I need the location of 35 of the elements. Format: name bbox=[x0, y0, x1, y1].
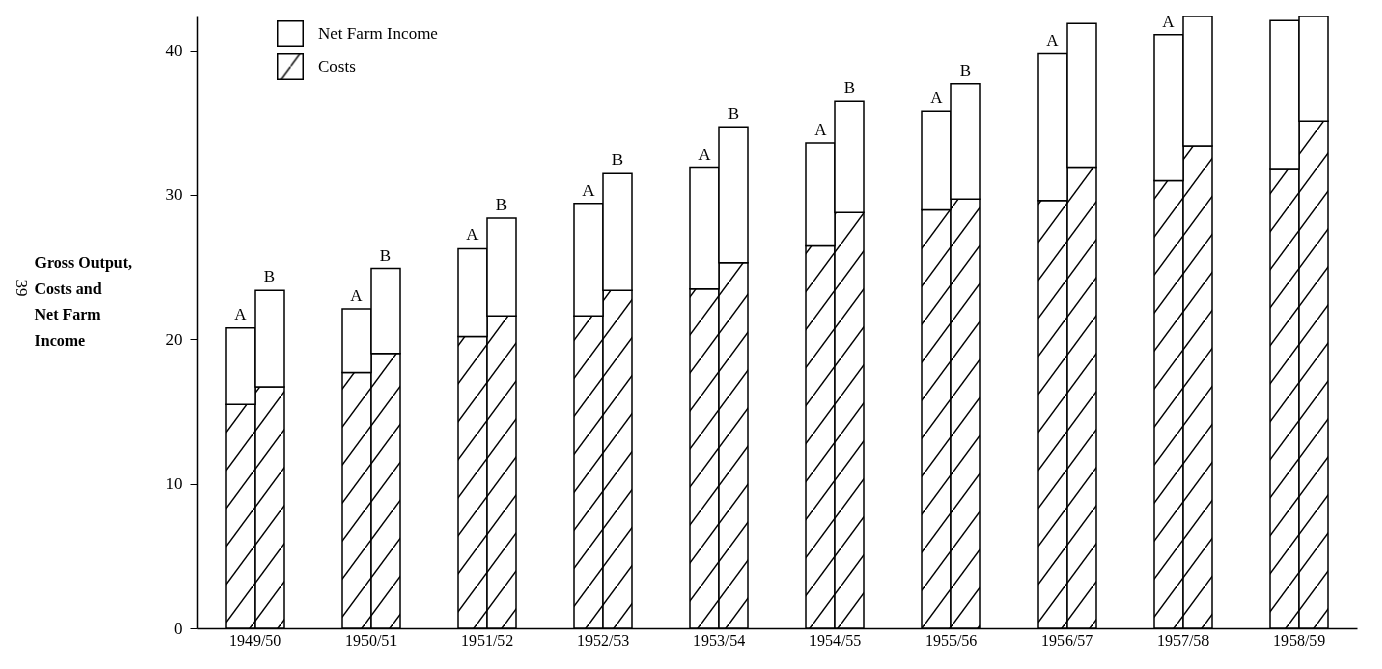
x-tick-label: 1955/56 bbox=[924, 631, 978, 649]
data-label: A bbox=[582, 180, 596, 200]
y-tick-label: 30 bbox=[165, 185, 183, 205]
data-label: A bbox=[698, 144, 712, 164]
data-label: A bbox=[466, 225, 480, 245]
x-tick-label: 1950/51 bbox=[344, 631, 398, 649]
data-label: B bbox=[263, 267, 276, 287]
data-label: A bbox=[814, 120, 828, 140]
y-tick-label: 0 bbox=[174, 618, 183, 638]
data-label: B bbox=[495, 195, 508, 215]
x-tick-label: 1949/50 bbox=[228, 631, 282, 649]
x-tick-label: 1958/59 bbox=[1272, 631, 1326, 649]
data-label: B bbox=[843, 78, 856, 98]
text: 39 bbox=[10, 279, 31, 297]
data-label: A bbox=[234, 304, 248, 324]
y-axis-title: Gross Output, Costs and Net Farm Income bbox=[34, 253, 133, 349]
x-tick-label: 1954/55 bbox=[808, 631, 862, 649]
data-label: B bbox=[379, 245, 392, 265]
y-tick-label: 40 bbox=[165, 41, 183, 61]
data-label: B bbox=[959, 60, 972, 80]
x-tick-label: 1951/52 bbox=[460, 631, 514, 649]
data-label: B bbox=[727, 104, 740, 124]
x-tick-label: 1952/53 bbox=[576, 631, 630, 649]
data-label: A bbox=[930, 88, 944, 108]
data-label: B bbox=[611, 150, 624, 170]
x-tick-label: 1953/54 bbox=[692, 631, 746, 649]
data-label: A bbox=[350, 286, 364, 306]
legend-label: Costs bbox=[318, 56, 356, 76]
data-label: A bbox=[1046, 30, 1060, 50]
y-tick-label: 20 bbox=[165, 329, 183, 349]
data-label: A bbox=[1162, 11, 1176, 31]
y-tick-label: 10 bbox=[165, 474, 183, 494]
x-tick-label: 1957/58 bbox=[1156, 631, 1210, 649]
x-tick-label: 1956/57 bbox=[1040, 631, 1094, 649]
legend-label: Net Farm Income bbox=[318, 23, 438, 43]
